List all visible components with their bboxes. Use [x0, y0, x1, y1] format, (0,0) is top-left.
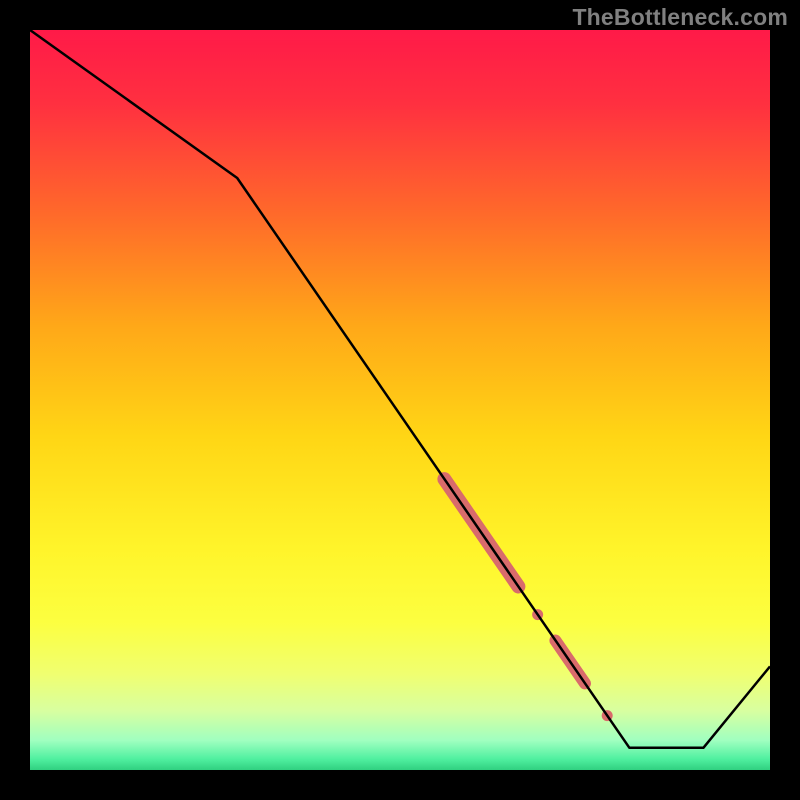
chart-svg	[0, 0, 800, 800]
